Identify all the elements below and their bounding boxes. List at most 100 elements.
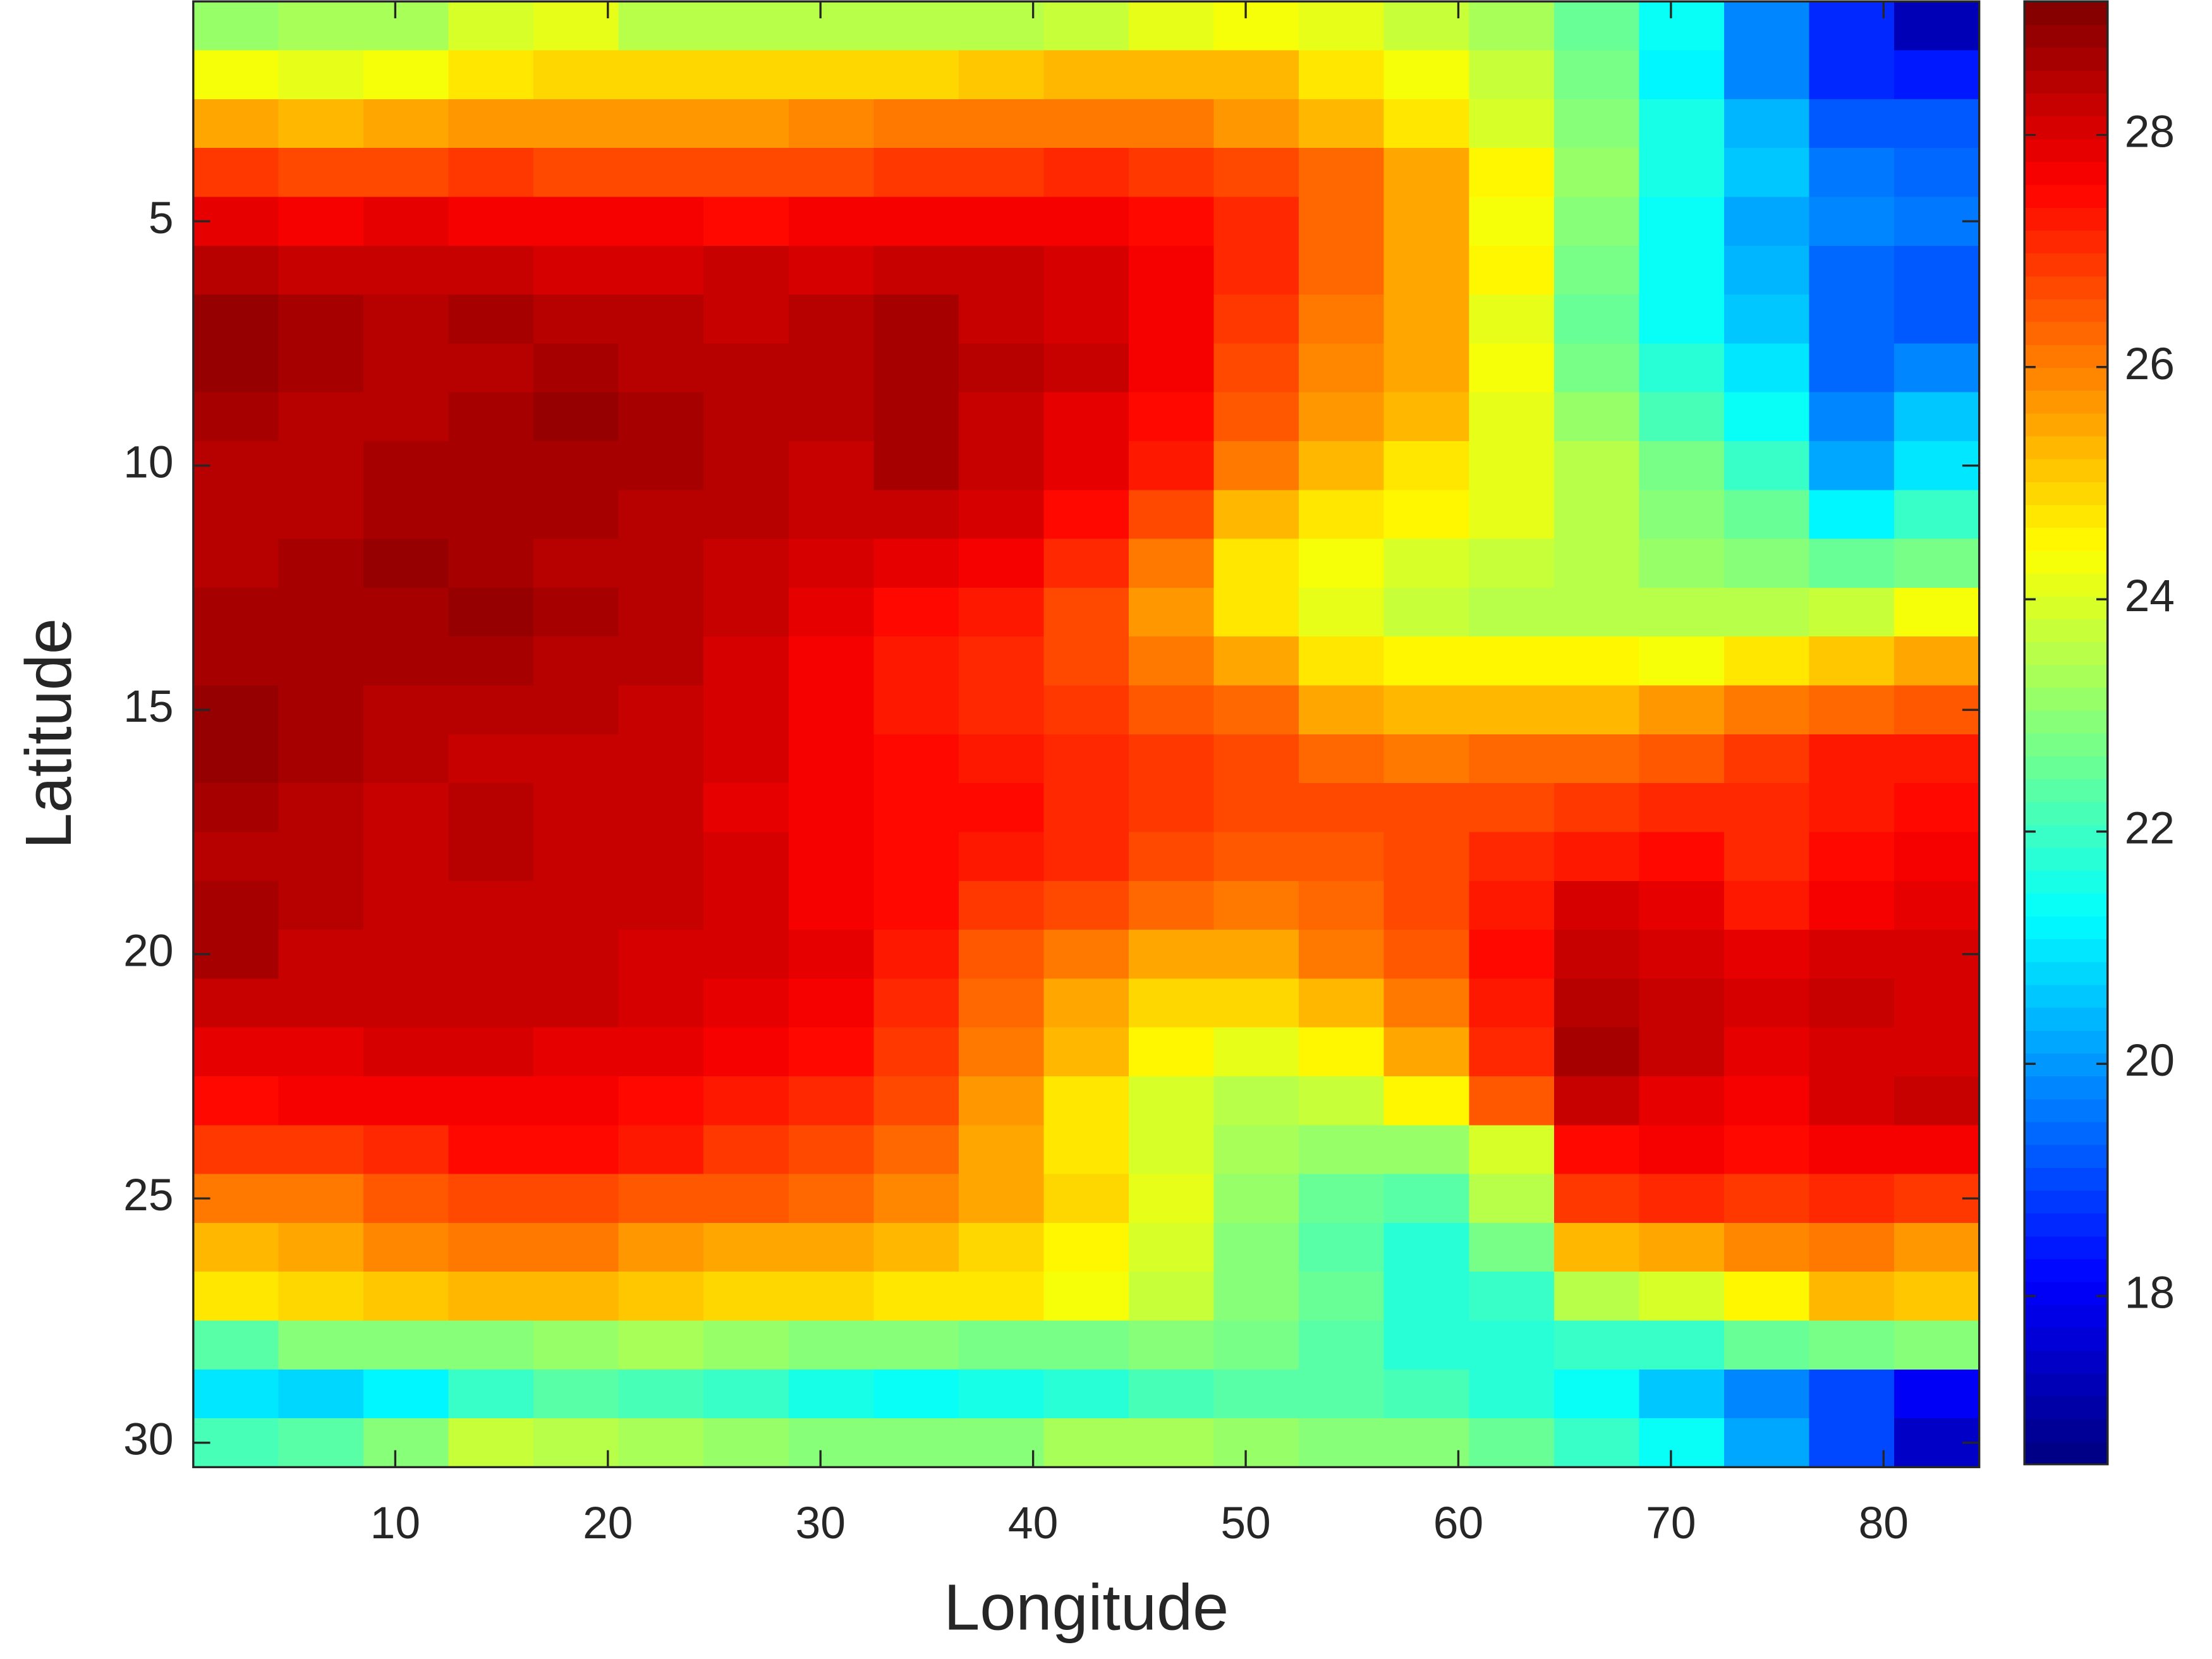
colorbar-band — [2024, 664, 2108, 688]
heat-cell — [1043, 295, 1130, 344]
heat-cell — [1639, 636, 1725, 686]
heat-cell — [1299, 1, 1385, 51]
heat-cell — [1299, 441, 1385, 491]
heat-cell — [1213, 197, 1300, 246]
heat-cell — [1299, 930, 1385, 980]
heat-cell — [788, 295, 875, 344]
heat-cell — [1129, 734, 1215, 784]
heat-cell — [618, 587, 705, 638]
heat-cell — [193, 880, 279, 931]
colorbar-band — [2024, 1350, 2108, 1374]
heat-cell — [448, 1320, 535, 1370]
heat-cell — [1894, 538, 1980, 589]
heat-cell — [1043, 636, 1130, 686]
heat-cell — [278, 1320, 365, 1370]
heat-cell — [363, 197, 449, 246]
heat-cell — [1809, 1125, 1895, 1175]
heat-cell — [1723, 1369, 1810, 1419]
heat-cell — [1639, 783, 1725, 833]
heat-cell — [1299, 197, 1385, 246]
heat-cell — [1639, 148, 1725, 198]
heat-cell — [1469, 1174, 1555, 1224]
heat-cell — [533, 538, 619, 589]
heat-cell — [1553, 1076, 1640, 1126]
heat-cell — [533, 587, 619, 638]
x-tick-label: 60 — [1433, 1498, 1483, 1548]
heat-cell — [1043, 930, 1130, 980]
colorbar-band — [2024, 1189, 2108, 1214]
heat-cell — [363, 978, 449, 1028]
heat-cell — [873, 880, 960, 931]
heat-cell — [1129, 197, 1215, 246]
heat-cell — [958, 1222, 1045, 1273]
heat-cell — [1809, 490, 1895, 540]
heat-cell — [1894, 1320, 1980, 1370]
heat-cell — [1639, 490, 1725, 540]
heat-cell — [1299, 1369, 1385, 1419]
heat-cell — [1129, 587, 1215, 638]
heat-cell — [533, 1418, 619, 1468]
colorbar-band — [2024, 687, 2108, 711]
heat-cell — [1723, 392, 1810, 442]
heat-cell — [363, 1076, 449, 1126]
heat-cell — [1383, 392, 1470, 442]
heat-cell — [1299, 295, 1385, 344]
heat-cell — [618, 1125, 705, 1175]
heat-cell — [1213, 1, 1300, 51]
heat-cell — [1129, 978, 1215, 1028]
heat-cell — [788, 978, 875, 1028]
x-tick-label: 10 — [370, 1498, 420, 1548]
heat-cell — [958, 441, 1045, 491]
heat-cell — [618, 978, 705, 1028]
heat-cell — [278, 880, 365, 931]
colorbar-band — [2024, 1121, 2108, 1145]
heat-cell — [1299, 783, 1385, 833]
heat-cell — [958, 636, 1045, 686]
heat-cell — [1299, 1174, 1385, 1224]
heat-cell — [1639, 1369, 1725, 1419]
heat-cell — [1553, 197, 1640, 246]
heat-cell — [1809, 441, 1895, 491]
heat-cell — [788, 392, 875, 442]
heat-cell — [1129, 343, 1215, 393]
heat-cell — [873, 99, 960, 149]
heat-cell — [1043, 392, 1130, 442]
heat-cell — [533, 1320, 619, 1370]
heat-cell — [873, 832, 960, 882]
heat-cell — [1129, 1027, 1215, 1078]
heat-cell — [703, 1076, 789, 1126]
heat-cell — [1043, 1125, 1130, 1175]
heat-cell — [1383, 880, 1470, 931]
heat-cell — [1553, 343, 1640, 393]
colorbar-band — [2024, 1, 2108, 25]
heat-cell — [193, 490, 279, 540]
heat-cell — [1553, 1, 1640, 51]
heat-cell — [1553, 50, 1640, 100]
heat-cell — [1213, 50, 1300, 100]
heat-cell — [703, 197, 789, 246]
heat-cell — [533, 392, 619, 442]
heat-cell — [1299, 1320, 1385, 1370]
heat-cell — [1213, 1369, 1300, 1419]
heat-cell — [363, 490, 449, 540]
heat-cell — [788, 1418, 875, 1468]
colorbar-tick-label: 28 — [2125, 106, 2175, 157]
heat-cell — [278, 538, 365, 589]
heat-cell — [1894, 734, 1980, 784]
heat-cell — [1639, 880, 1725, 931]
heat-cell — [703, 490, 789, 540]
heat-cell — [1809, 930, 1895, 980]
heat-cell — [1383, 1222, 1470, 1273]
heat-cell — [1129, 148, 1215, 198]
colorbar-band — [2024, 1258, 2108, 1282]
heat-cell — [1383, 99, 1470, 149]
heat-cell — [958, 197, 1045, 246]
heat-cell — [1469, 538, 1555, 589]
heat-cell — [618, 1027, 705, 1078]
heat-cell — [788, 880, 875, 931]
colorbar-band — [2024, 1304, 2108, 1328]
heat-cell — [958, 734, 1045, 784]
heat-cell — [193, 1076, 279, 1126]
heat-cell — [873, 392, 960, 442]
heat-cell — [1639, 1125, 1725, 1175]
